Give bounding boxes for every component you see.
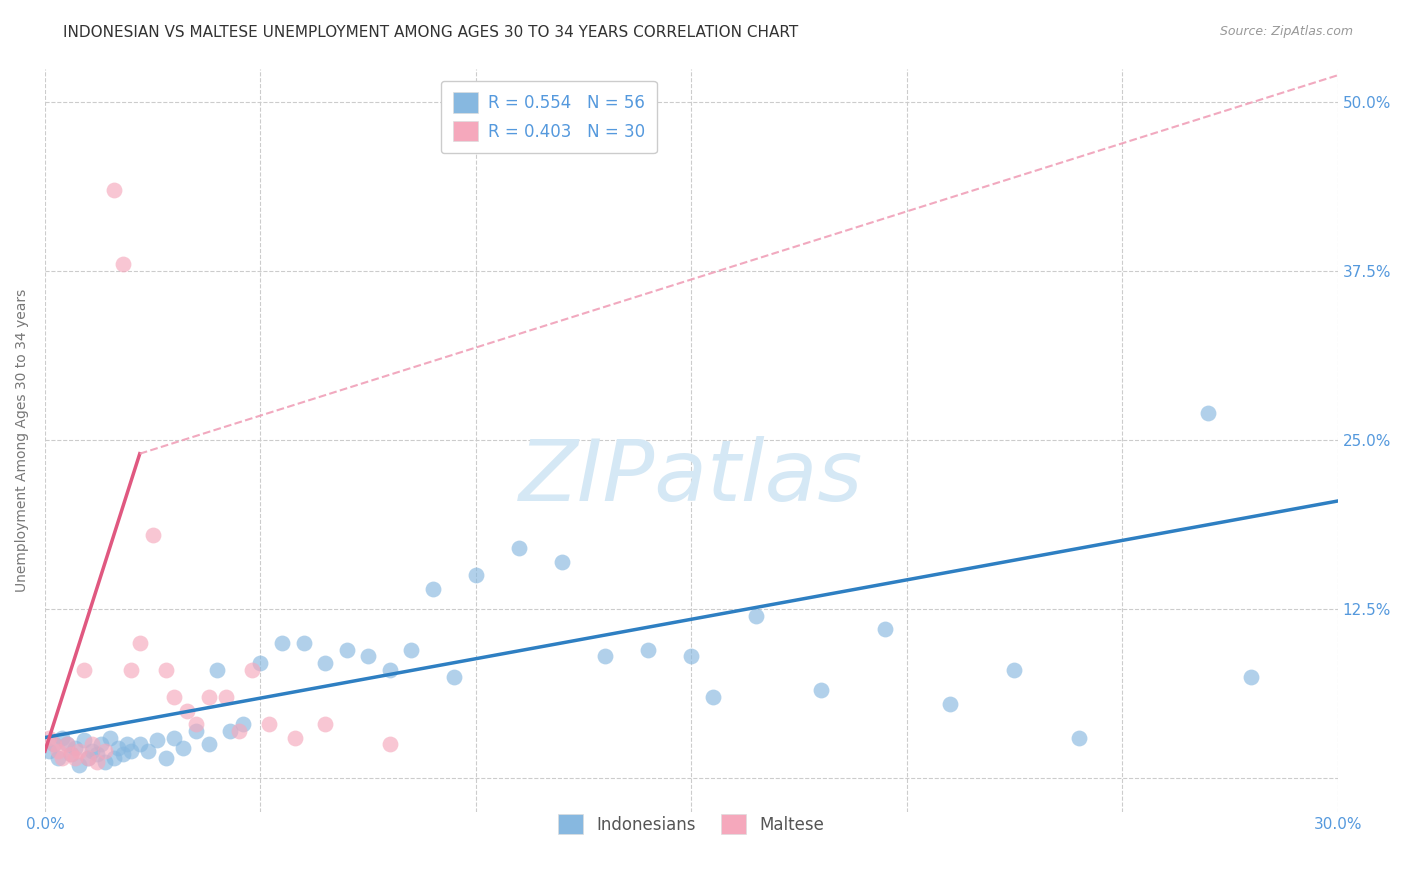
Point — [378, 663, 401, 677]
Point — [702, 690, 724, 704]
Point — [138, 744, 160, 758]
Point — [42, 737, 65, 751]
Point — [271, 636, 294, 650]
Point — [38, 731, 60, 745]
Point — [63, 751, 86, 765]
Point — [745, 608, 768, 623]
Point — [120, 663, 142, 677]
Point — [215, 690, 238, 704]
Point — [155, 751, 177, 765]
Point — [163, 690, 186, 704]
Point — [98, 731, 121, 745]
Point — [443, 670, 465, 684]
Text: ZIPatlas: ZIPatlas — [519, 436, 863, 519]
Point — [184, 723, 207, 738]
Point — [232, 717, 254, 731]
Point — [292, 636, 315, 650]
Point — [111, 747, 134, 761]
Point — [219, 723, 242, 738]
Point — [422, 582, 444, 596]
Point — [875, 623, 897, 637]
Point — [939, 697, 962, 711]
Text: INDONESIAN VS MALTESE UNEMPLOYMENT AMONG AGES 30 TO 34 YEARS CORRELATION CHART: INDONESIAN VS MALTESE UNEMPLOYMENT AMONG… — [63, 25, 799, 40]
Point — [77, 751, 100, 765]
Point — [155, 663, 177, 677]
Point — [103, 751, 125, 765]
Point — [314, 717, 336, 731]
Point — [46, 751, 69, 765]
Point — [464, 568, 486, 582]
Point — [637, 642, 659, 657]
Point — [128, 636, 150, 650]
Point — [142, 528, 165, 542]
Point — [120, 744, 142, 758]
Point — [46, 744, 69, 758]
Point — [55, 737, 77, 751]
Point — [551, 555, 574, 569]
Point — [55, 737, 77, 751]
Point — [1069, 731, 1091, 745]
Point — [197, 737, 219, 751]
Point — [176, 704, 198, 718]
Point — [184, 717, 207, 731]
Point — [128, 737, 150, 751]
Point — [1004, 663, 1026, 677]
Point — [82, 737, 104, 751]
Point — [146, 733, 169, 747]
Point — [86, 755, 108, 769]
Point — [51, 751, 73, 765]
Point — [82, 744, 104, 758]
Point — [228, 723, 250, 738]
Legend: Indonesians, Maltese: Indonesians, Maltese — [548, 804, 834, 845]
Point — [163, 731, 186, 745]
Point — [197, 690, 219, 704]
Point — [42, 737, 65, 751]
Point — [681, 649, 703, 664]
Point — [378, 737, 401, 751]
Point — [115, 737, 138, 751]
Point — [508, 541, 530, 556]
Point — [59, 747, 82, 761]
Point — [111, 258, 134, 272]
Y-axis label: Unemployment Among Ages 30 to 34 years: Unemployment Among Ages 30 to 34 years — [15, 289, 30, 591]
Point — [314, 657, 336, 671]
Point — [63, 741, 86, 756]
Point — [38, 744, 60, 758]
Point — [336, 642, 359, 657]
Point — [51, 731, 73, 745]
Point — [73, 663, 96, 677]
Point — [103, 183, 125, 197]
Point — [77, 751, 100, 765]
Point — [73, 733, 96, 747]
Point — [69, 744, 91, 758]
Point — [1197, 406, 1219, 420]
Point — [810, 683, 832, 698]
Point — [240, 663, 263, 677]
Point — [593, 649, 616, 664]
Point — [94, 755, 117, 769]
Point — [284, 731, 307, 745]
Point — [59, 747, 82, 761]
Point — [69, 757, 91, 772]
Point — [107, 741, 129, 756]
Point — [94, 744, 117, 758]
Point — [172, 741, 194, 756]
Point — [1240, 670, 1263, 684]
Point — [357, 649, 380, 664]
Point — [207, 663, 229, 677]
Point — [249, 657, 271, 671]
Point — [399, 642, 422, 657]
Point — [257, 717, 280, 731]
Point — [86, 747, 108, 761]
Text: Source: ZipAtlas.com: Source: ZipAtlas.com — [1219, 25, 1353, 38]
Point — [90, 737, 112, 751]
